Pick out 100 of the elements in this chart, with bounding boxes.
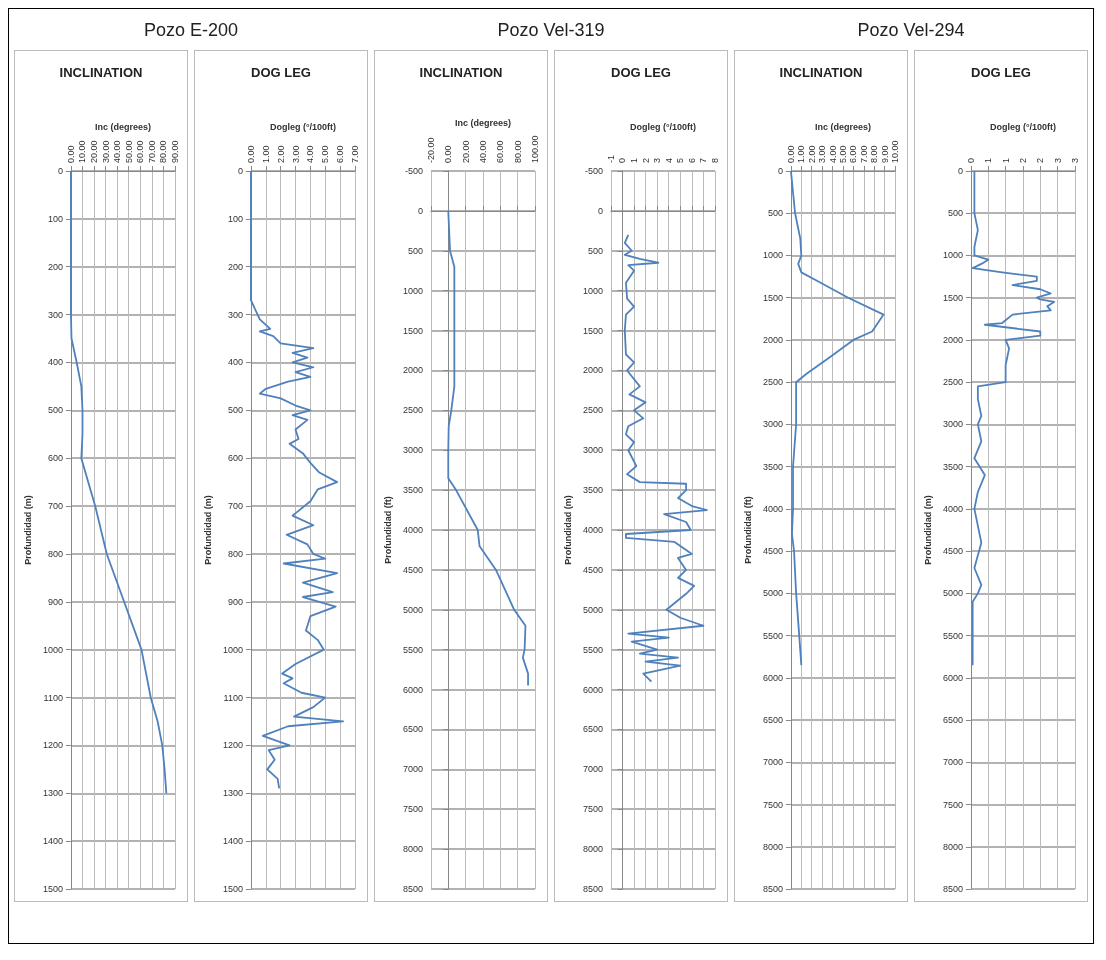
y-tick-label: 900 [227, 596, 243, 607]
y-tick-label: 700 [227, 501, 243, 512]
y-tick-label: 2000 [942, 334, 963, 345]
x-tick-label: 6.00 [848, 145, 859, 163]
x-tick-label: 8 [710, 157, 720, 163]
y-tick-label: 500 [47, 405, 63, 416]
y-tick-label: -500 [584, 166, 603, 176]
y-tick-label: 2000 [402, 365, 423, 376]
y-tick-label: 800 [47, 548, 63, 559]
y-axis-title: Profundidad (m) [562, 495, 573, 565]
x-tick-label: 80.00 [158, 140, 169, 163]
y-tick-label: 600 [227, 453, 243, 464]
y-tick-label: 2500 [402, 405, 423, 416]
y-tick-label: 1000 [582, 285, 603, 296]
y-tick-label: 300 [47, 309, 63, 320]
x-tick-label: 60.00 [495, 140, 506, 163]
x-tick-label: 0 [965, 157, 976, 163]
y-tick-label: 8000 [402, 844, 423, 855]
line-series [790, 170, 885, 667]
x-tick-label: 0.00 [65, 145, 76, 163]
y-tick-label: 500 [947, 208, 963, 219]
y-tick-label: 6000 [402, 684, 423, 695]
y-tick-label: 1200 [222, 740, 243, 751]
y-tick-label: 8500 [762, 884, 783, 894]
y-tick-label: 1500 [42, 884, 63, 894]
y-tick-label: 2000 [762, 334, 783, 345]
chart-title: DOG LEG [611, 65, 671, 80]
y-tick-label: 8000 [582, 844, 603, 855]
x-tick-label: 2 [640, 157, 651, 163]
x-tick-label: 0 [617, 157, 628, 163]
y-tick-label: 1400 [42, 836, 63, 847]
y-tick-label: 100 [227, 213, 243, 224]
y-tick-label: 900 [47, 596, 63, 607]
y-tick-label: 5500 [582, 644, 603, 655]
chart-title: INCLINATION [59, 65, 143, 80]
x-tick-label: 2 [1035, 157, 1046, 163]
x-axis-title: Dogleg (°/100ft) [989, 121, 1057, 132]
y-tick-label: 4000 [402, 525, 423, 535]
y-tick-label: 2500 [762, 377, 783, 388]
x-tick-label: 1 [1000, 157, 1011, 163]
y-tick-label: 1500 [222, 884, 243, 894]
x-tick-label: 9.00 [879, 145, 890, 163]
y-tick-label: 3000 [762, 419, 783, 430]
x-tick-label: 1 [983, 157, 994, 163]
x-tick-label: 4.00 [305, 145, 316, 163]
x-tick-label: 8.00 [869, 145, 880, 163]
y-axis-title: Profundidad (m) [22, 495, 33, 565]
x-tick-label: 5 [675, 157, 686, 163]
y-tick-label: 5000 [762, 588, 783, 599]
x-tick-label: 90.00 [170, 140, 180, 163]
x-tick-label: 7.00 [858, 145, 869, 163]
y-tick-label: 5000 [942, 588, 963, 599]
chart-title: DOG LEG [251, 65, 311, 80]
x-tick-label: 4.00 [827, 145, 838, 163]
y-tick-label: 7000 [402, 764, 423, 775]
x-tick-label: 50.00 [123, 140, 134, 163]
y-tick-label: 2500 [942, 377, 963, 388]
chart-title: DOG LEG [971, 65, 1031, 80]
y-axis-title: Profundidad (ft) [382, 496, 393, 564]
y-tick-label: 8000 [942, 841, 963, 852]
y-tick-label: 7500 [942, 799, 963, 810]
y-tick-label: 500 [227, 405, 243, 416]
y-axis-title: Profundidad (m) [922, 495, 933, 565]
chart-title: INCLINATION [779, 65, 863, 80]
y-tick-label: 1500 [942, 292, 963, 303]
y-tick-label: 7000 [762, 757, 783, 768]
y-tick-label: 1500 [762, 292, 783, 303]
y-tick-label: 1400 [222, 836, 243, 847]
x-tick-label: 10.00 [890, 140, 900, 163]
x-tick-label: 7 [698, 157, 709, 163]
x-tick-label: 6.00 [335, 145, 346, 163]
x-tick-label: 3 [1052, 157, 1063, 163]
y-tick-label: 7000 [582, 764, 603, 775]
y-tick-label: 3000 [402, 445, 423, 456]
y-tick-label: 6000 [582, 684, 603, 695]
x-axis-title: Inc (degrees) [454, 118, 511, 129]
line-series [70, 170, 168, 795]
y-tick-label: 3000 [582, 445, 603, 456]
y-tick-label: 1000 [942, 250, 963, 261]
y-tick-label: 1000 [222, 644, 243, 655]
y-tick-label: 5500 [942, 630, 963, 641]
x-tick-label: 0.00 [785, 145, 796, 163]
y-tick-label: 7500 [582, 804, 603, 815]
y-tick-label: 500 [407, 245, 423, 256]
x-tick-label: 60.00 [135, 140, 146, 163]
y-tick-label: 1100 [223, 692, 243, 703]
line-series [447, 209, 529, 687]
y-tick-label: 3000 [942, 419, 963, 430]
x-tick-label: 2.00 [806, 145, 817, 163]
y-tick-label: 6000 [942, 672, 963, 683]
x-tick-label: 1 [629, 157, 640, 163]
x-tick-label: 1.00 [260, 145, 271, 163]
line-series [250, 170, 345, 790]
y-tick-label: 0 [417, 205, 423, 216]
x-tick-label: 5.00 [837, 145, 848, 163]
chart-subtitle: Pozo Vel-294 [856, 19, 966, 42]
x-axis-title: Dogleg (°/100ft) [269, 121, 337, 132]
x-axis-title: Dogleg (°/100ft) [629, 121, 697, 132]
y-tick-label: 100 [47, 213, 63, 224]
x-tick-label: 3.00 [290, 145, 301, 163]
